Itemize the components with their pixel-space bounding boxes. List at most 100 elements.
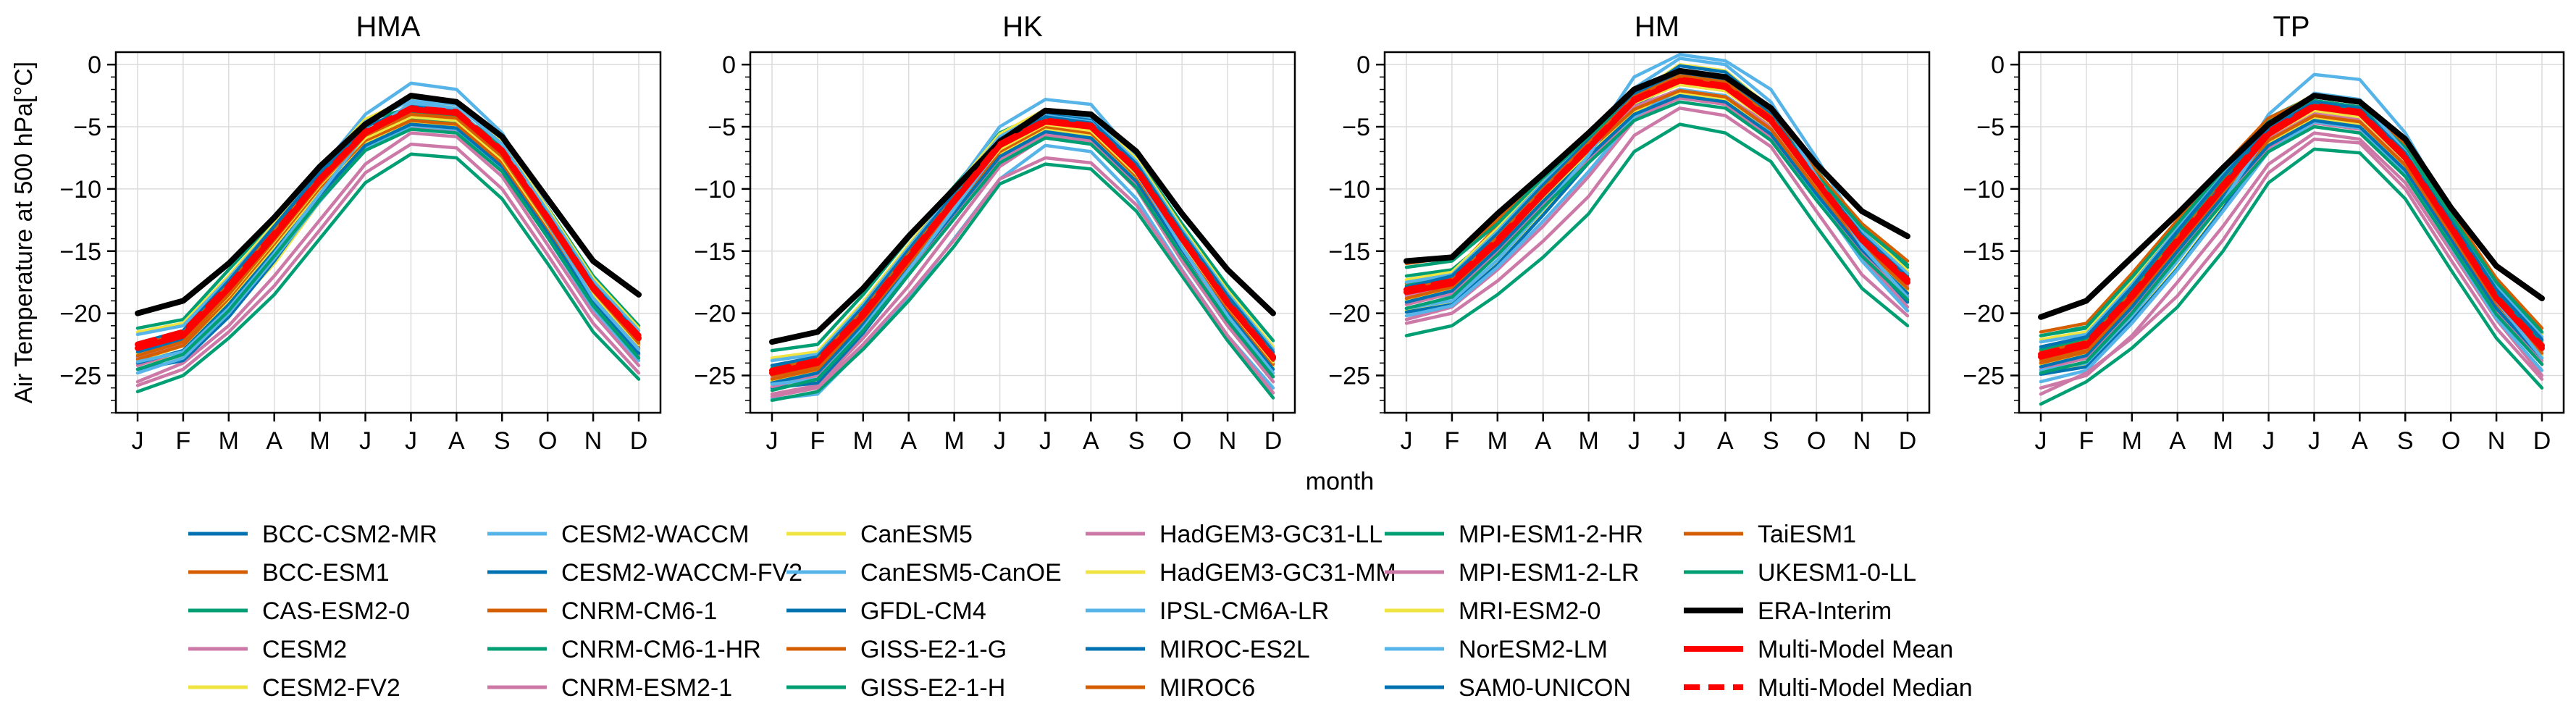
panel-hk: HK J F M A M J J A S O N D0−5−10−15−20−25 (694, 11, 1296, 455)
x-tick-label: F (176, 427, 191, 455)
y-tick-label: −15 (1963, 238, 2005, 266)
legend-label-cnrm-cm6-1-hr: CNRM-CM6-1-HR (561, 636, 761, 663)
x-tick-label: A (266, 427, 282, 455)
legend-label-ukesm1-0-ll: UKESM1-0-LL (1758, 559, 1916, 587)
panel-frame (114, 51, 662, 414)
y-tick-label: 0 (722, 51, 736, 79)
x-tick-label: S (1763, 427, 1779, 455)
legend-label-noresm2-lm: NorESM2-LM (1459, 636, 1608, 663)
legend-label-sam0-unicon: SAM0-UNICON (1459, 674, 1631, 702)
legend-label-multi-model-median: Multi-Model Median (1758, 674, 1973, 702)
legend-label-mri-esm2-0: MRI-ESM2-0 (1459, 597, 1600, 625)
legend-label-era-interim: ERA-Interim (1758, 597, 1892, 625)
y-tick-label: −5 (73, 114, 101, 141)
x-tick-label: A (2169, 427, 2186, 455)
y-tick-label: 0 (88, 51, 101, 79)
series-line-era-interim (135, 93, 642, 316)
y-tick-label: −10 (59, 176, 101, 203)
x-tick-label: S (494, 427, 511, 455)
x-tick-label: N (584, 427, 603, 455)
legend-label-mpi-esm1-2-lr: MPI-ESM1-2-LR (1459, 559, 1639, 587)
series-line-mpi-esm1-2-lr (770, 156, 1275, 398)
y-tick-label: −25 (694, 362, 736, 390)
x-tick-label: D (1899, 427, 1917, 455)
series-line-miroc-es2l (1404, 93, 1910, 304)
x-tick-label: O (2441, 427, 2460, 455)
legend-label-cnrm-esm2-1: CNRM-ESM2-1 (561, 674, 732, 702)
series-line-miroc-es2l (2039, 119, 2544, 369)
y-tick-label: −10 (694, 176, 736, 203)
x-tick-label: M (853, 427, 873, 455)
y-tick-label: −20 (1963, 301, 2005, 328)
y-tick-label: −5 (708, 114, 736, 141)
legend-label-cesm2-waccm-fv2: CESM2-WACCM-FV2 (561, 559, 802, 587)
y-tick-label: −10 (1963, 176, 2005, 203)
x-tick-label: J (1039, 427, 1052, 455)
x-tick-label: M (944, 427, 964, 455)
panel-series (1404, 53, 1910, 337)
y-tick-label: −5 (1976, 114, 2005, 141)
x-tick-label: O (1172, 427, 1191, 455)
x-tick-label: N (1219, 427, 1237, 455)
x-tick-label: A (1717, 427, 1734, 455)
legend: BCC-CSM2-MR BCC-ESM1 CAS-ESM2-0 CESM2 CESM2-… (188, 521, 1973, 702)
series-line-ukesm1-0-ll (2039, 125, 2544, 375)
legend-label-giss-e2-1-g: GISS-E2-1-G (860, 636, 1007, 663)
y-tick-label: −15 (694, 238, 736, 266)
panel-frame (749, 51, 1296, 414)
panel-title-hk: HK (1002, 11, 1043, 43)
x-tick-label: M (2212, 427, 2233, 455)
x-tick-label: A (2351, 427, 2368, 455)
x-tick-label: M (2122, 427, 2142, 455)
panel-title-hma: HMA (356, 11, 421, 43)
x-tick-label: F (1445, 427, 1460, 455)
y-tick-label: −25 (1963, 362, 2005, 390)
x-tick-label: J (1401, 427, 1413, 455)
series-line-era-interim (2038, 93, 2545, 320)
y-tick-label: −15 (1328, 238, 1370, 266)
panel-hm: HM J F M A M J J A S O N D0−5−10−15−20−25 (1328, 11, 1931, 455)
y-tick-label: −20 (694, 301, 736, 328)
y-tick-label: −10 (1328, 176, 1370, 203)
y-tick-label: −20 (1328, 301, 1370, 328)
legend-label-cesm2: CESM2 (262, 636, 347, 663)
x-tick-label: M (219, 427, 239, 455)
series-line-mpi-esm1-2-hr (2039, 147, 2544, 406)
panel-frame (1383, 51, 1931, 414)
series-line-ukesm1-0-ll (770, 136, 1275, 393)
legend-label-hadgem3-gc31-ll: HadGEM3-GC31-LL (1159, 521, 1383, 548)
x-tick-label: A (900, 427, 917, 455)
panel-title-tp: TP (2273, 11, 2309, 43)
x-tick-label: A (1535, 427, 1551, 455)
legend-label-bcc-esm1: BCC-ESM1 (262, 559, 390, 587)
x-tick-label: M (1578, 427, 1598, 455)
x-tick-label: N (2488, 427, 2506, 455)
legend-label-cnrm-cm6-1: CNRM-CM6-1 (561, 597, 717, 625)
x-tick-label: J (1674, 427, 1686, 455)
x-tick-label: O (538, 427, 557, 455)
x-tick-label: A (1083, 427, 1099, 455)
x-tick-label: O (1807, 427, 1826, 455)
series-line-mpi-esm1-2-lr (1404, 106, 1910, 325)
legend-label-bcc-csm2-mr: BCC-CSM2-MR (262, 521, 437, 548)
y-tick-label: 0 (1356, 51, 1370, 79)
x-tick-label: J (766, 427, 779, 455)
legend-label-mpi-esm1-2-hr: MPI-ESM1-2-HR (1459, 521, 1643, 548)
panel-ticks: J F M A M J J A S O N D0−5−10−15−20−25 (694, 51, 1282, 455)
x-tick-label: M (1488, 427, 1508, 455)
panel-ticks: J F M A M J J A S O N D0−5−10−15−20−25 (1963, 51, 2551, 455)
legend-label-cas-esm2-0: CAS-ESM2-0 (262, 597, 410, 625)
x-tick-label: J (1628, 427, 1640, 455)
legend-label-multi-model-mean: Multi-Model Mean (1758, 636, 1953, 663)
series-line-mpi-esm1-2-lr (2039, 137, 2544, 396)
panel-tp: TP J F M A M J J A S O N D0−5−10−15−20−25 (1963, 11, 2565, 455)
legend-label-ipsl-cm6a-lr: IPSL-CM6A-LR (1159, 597, 1329, 625)
x-tick-label: J (405, 427, 417, 455)
y-tick-label: −15 (59, 238, 101, 266)
x-tick-label: A (448, 427, 465, 455)
legend-label-miroc-es2l: MIROC-ES2L (1159, 636, 1310, 663)
x-axis-label: month (1306, 468, 1375, 495)
y-axis-label: Air Temperature at 500 hPa[°C] (10, 62, 38, 403)
legend-label-canesm5-canoe: CanESM5-CanOE (860, 559, 1062, 587)
